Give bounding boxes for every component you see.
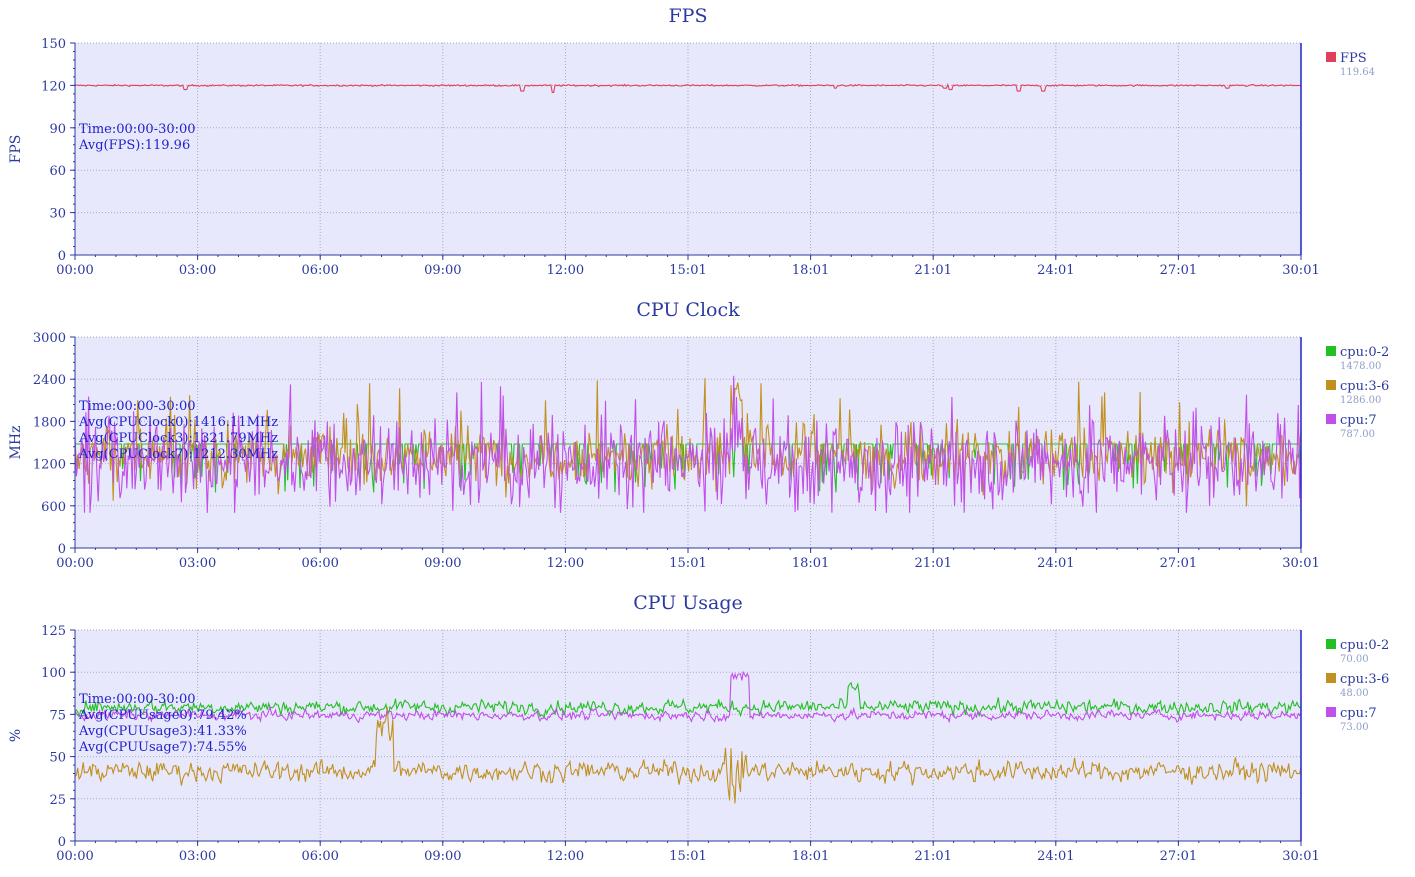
legend-label: cpu:3-6: [1340, 672, 1389, 687]
chart-1: CPU Clock 0 600 1200 1800 2400 3000 00:00 03:00 0…: [8, 299, 1389, 571]
x-tick-label: 27:01: [1160, 263, 1197, 278]
x-tick-label: 30:01: [1282, 849, 1319, 864]
x-tick-label: 27:01: [1160, 556, 1197, 571]
chart-title: FPS: [669, 5, 708, 27]
x-tick-label: 18:01: [792, 263, 829, 278]
stats-annotation: Time:00:00-30:00: [79, 399, 196, 414]
stats-annotation: Avg(CPUClock7):1212.30MHz: [78, 447, 278, 462]
legend-swatch: [1326, 707, 1336, 717]
x-tick-label: 27:01: [1160, 849, 1197, 864]
x-tick-label: 12:00: [547, 849, 584, 864]
chart-title: CPU Usage: [633, 592, 743, 614]
legend-value: 1286.00: [1340, 395, 1381, 406]
chart-2: CPU Usage 0 25 50 75 100 125 00:00 03:00 06:00 09:…: [8, 592, 1389, 864]
chart-0: FPS 0 30 60 90 120 150 00:00 03:00 06:00 09:00 12:0…: [8, 5, 1375, 278]
x-tick-label: 03:00: [179, 556, 216, 571]
series-line-fps: [74, 83, 1302, 94]
legend-value: 73.00: [1340, 722, 1369, 733]
x-tick-label: 06:00: [301, 556, 338, 571]
x-tick-label: 30:01: [1282, 263, 1319, 278]
x-tick-label: 24:01: [1037, 849, 1074, 864]
y-tick-label: 90: [49, 122, 66, 137]
x-tick-label: 18:01: [792, 556, 829, 571]
x-tick-label: 21:01: [914, 556, 951, 571]
stats-annotation: Avg(CPUUsage0):79.42%: [78, 708, 247, 723]
legend-value: 48.00: [1340, 688, 1369, 699]
legend-swatch: [1326, 346, 1336, 356]
legend-label: cpu:0-2: [1340, 345, 1389, 360]
x-tick-label: 09:00: [424, 556, 461, 571]
y-tick-label: 2400: [33, 373, 66, 388]
x-tick-label: 30:01: [1282, 556, 1319, 571]
y-tick-label: 3000: [33, 331, 66, 346]
legend-label: cpu:7: [1340, 706, 1377, 721]
legend-value: 119.64: [1340, 67, 1375, 78]
stats-annotation: Time:00:00-30:00: [79, 122, 196, 137]
legend-swatch: [1326, 414, 1336, 424]
y-axis-label: FPS: [8, 135, 24, 164]
legend-value: 787.00: [1340, 429, 1375, 440]
series-line-cpu-3-6: [74, 378, 1302, 507]
x-tick-label: 09:00: [424, 849, 461, 864]
y-tick-label: 0: [58, 835, 66, 850]
x-tick-label: 24:01: [1037, 263, 1074, 278]
y-tick-label: 0: [58, 249, 66, 264]
y-tick-label: 125: [41, 624, 66, 639]
legend-label: cpu:3-6: [1340, 379, 1389, 394]
legend-label: cpu:7: [1340, 413, 1377, 428]
series-line-cpu-3-6: [74, 707, 1302, 804]
legend-swatch: [1326, 380, 1336, 390]
stats-annotation: Avg(FPS):119.96: [78, 138, 190, 153]
series-line-cpu-0-2: [75, 443, 1302, 493]
series-line-cpu-0-2: [74, 681, 1302, 719]
x-tick-label: 00:00: [56, 849, 93, 864]
legend-value: 1478.00: [1340, 361, 1381, 372]
x-tick-label: 09:00: [424, 263, 461, 278]
legend-swatch: [1326, 52, 1336, 62]
y-tick-label: 25: [49, 793, 66, 808]
series-line-cpu-7: [74, 375, 1302, 513]
x-tick-label: 15:01: [669, 263, 706, 278]
y-tick-label: 600: [41, 500, 66, 515]
y-tick-label: 1200: [33, 458, 66, 473]
y-tick-label: 100: [41, 666, 66, 681]
x-tick-label: 03:00: [179, 849, 216, 864]
x-tick-label: 15:01: [669, 556, 706, 571]
legend-swatch: [1326, 639, 1336, 649]
x-tick-label: 00:00: [56, 556, 93, 571]
chart-title: CPU Clock: [636, 299, 740, 321]
y-axis-label: MHz: [8, 426, 24, 460]
legend-label: FPS: [1340, 51, 1367, 66]
y-tick-label: 75: [49, 708, 66, 723]
x-tick-label: 03:00: [179, 263, 216, 278]
x-tick-label: 12:00: [547, 556, 584, 571]
y-tick-label: 30: [49, 207, 66, 222]
y-tick-label: 60: [49, 164, 66, 179]
y-tick-label: 50: [49, 751, 66, 766]
legend-swatch: [1326, 673, 1336, 683]
x-tick-label: 18:01: [792, 849, 829, 864]
x-tick-label: 21:01: [914, 849, 951, 864]
x-tick-label: 12:00: [547, 263, 584, 278]
series-line-cpu-7: [74, 670, 1302, 724]
x-tick-label: 21:01: [914, 263, 951, 278]
legend-value: 70.00: [1340, 654, 1369, 665]
x-tick-label: 15:01: [669, 849, 706, 864]
x-tick-label: 06:00: [301, 849, 338, 864]
y-tick-label: 0: [58, 542, 66, 557]
legend-label: cpu:0-2: [1340, 638, 1389, 653]
x-tick-label: 24:01: [1037, 556, 1074, 571]
x-tick-label: 06:00: [301, 263, 338, 278]
stats-annotation: Avg(CPUUsage3):41.33%: [78, 724, 247, 739]
stats-annotation: Avg(CPUUsage7):74.55%: [78, 740, 247, 755]
y-axis-label: %: [8, 729, 24, 742]
y-tick-label: 150: [41, 37, 66, 52]
x-tick-label: 00:00: [56, 263, 93, 278]
y-tick-label: 1800: [33, 415, 66, 430]
stats-annotation: Time:00:00-30:00: [79, 692, 196, 707]
stats-annotation: Avg(CPUClock3):1321.79MHz: [78, 431, 278, 446]
stats-annotation: Avg(CPUClock0):1416.11MHz: [78, 415, 278, 430]
y-tick-label: 120: [41, 79, 66, 94]
